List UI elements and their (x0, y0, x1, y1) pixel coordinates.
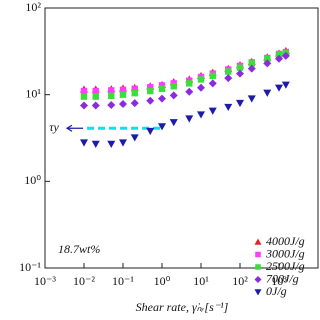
marker (80, 101, 88, 110)
marker (247, 64, 256, 73)
legend-label: 0J/g (266, 284, 287, 298)
marker (80, 93, 88, 100)
legend-label: 700J/g (266, 271, 299, 285)
marker (130, 99, 139, 108)
marker (275, 51, 283, 58)
marker (119, 86, 127, 93)
marker (107, 100, 116, 109)
legend-label: 4000J/g (266, 234, 305, 248)
marker (92, 93, 99, 100)
y-tick-label: 10⁰ (24, 173, 41, 187)
marker (263, 59, 272, 68)
marker (281, 81, 290, 89)
marker (146, 96, 155, 105)
marker (108, 92, 115, 100)
legend-marker (255, 251, 261, 258)
marker (158, 85, 166, 92)
marker (119, 139, 127, 147)
plot-frame (44, 7, 319, 269)
marker (225, 68, 232, 75)
marker (107, 140, 116, 148)
marker (208, 107, 217, 115)
marker (209, 72, 216, 80)
marker (80, 87, 88, 95)
marker (197, 111, 205, 119)
marker (119, 91, 127, 98)
marker (236, 69, 244, 78)
x-tick-label: 10⁰ (154, 274, 171, 288)
marker (186, 80, 193, 87)
marker (185, 115, 194, 123)
marker (264, 55, 271, 62)
marker (247, 95, 256, 103)
annotation: 18.7wt% (58, 242, 100, 256)
y-tick-label: 10² (25, 0, 41, 14)
marker (91, 140, 100, 148)
marker (169, 119, 178, 127)
x-axis-label: Shear rate, γ̇ₙᵣ[s⁻¹] (136, 300, 229, 314)
marker (263, 89, 272, 97)
marker (236, 64, 244, 71)
x-tick-label: 10¹ (193, 274, 209, 288)
x-tick-label: 10⁻² (73, 274, 95, 288)
marker (147, 87, 154, 95)
x-tick-label: 10⁻³ (34, 274, 56, 288)
marker (281, 51, 290, 60)
x-tick-label: 10⁻¹ (112, 274, 134, 288)
marker (185, 87, 194, 96)
marker (224, 103, 233, 112)
marker (197, 83, 205, 92)
y-tick-label: 10⁻¹ (19, 260, 41, 274)
legend-marker (254, 238, 262, 245)
legend-marker (254, 276, 262, 283)
marker (131, 89, 138, 97)
yield-label: τy (49, 120, 59, 134)
marker (224, 74, 233, 83)
x-tick-label: 10³ (271, 274, 287, 288)
marker (236, 99, 244, 108)
marker (108, 87, 115, 94)
marker (158, 123, 166, 131)
marker (146, 127, 155, 136)
marker (169, 91, 178, 100)
marker (158, 94, 166, 103)
legend-marker (255, 264, 261, 270)
marker (119, 100, 127, 109)
marker (275, 84, 283, 92)
x-tick-label: 10² (232, 274, 248, 288)
marker (80, 139, 88, 147)
marker (275, 54, 283, 63)
marker (92, 87, 99, 95)
legend-label: 3000J/g (265, 246, 305, 260)
marker (248, 60, 255, 67)
yield-arrow (65, 124, 84, 132)
y-tick-label: 10¹ (25, 86, 41, 100)
marker (91, 101, 100, 110)
legend-label: 2500J/g (266, 259, 305, 273)
marker (208, 79, 217, 88)
marker (197, 76, 205, 83)
legend-marker (254, 289, 262, 296)
marker (130, 134, 139, 142)
marker (170, 83, 177, 90)
